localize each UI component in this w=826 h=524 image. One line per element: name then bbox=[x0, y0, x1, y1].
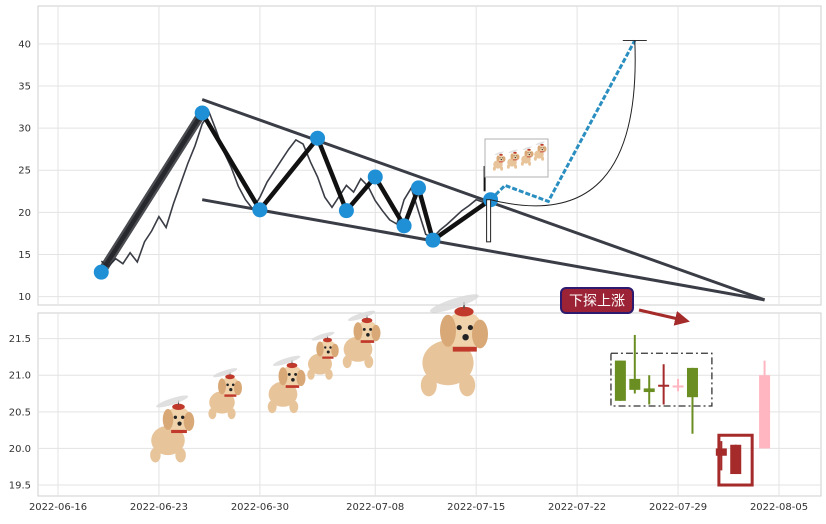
pivot-marker bbox=[411, 180, 426, 196]
pivot-marker bbox=[310, 130, 326, 146]
candle-body bbox=[672, 385, 684, 388]
annotation-arrow bbox=[638, 308, 690, 326]
candle-body bbox=[658, 384, 670, 387]
puppy-decoration-group bbox=[149, 138, 549, 463]
x-tick-label: 2022-07-08 bbox=[346, 502, 404, 513]
x-tick-label: 2022-07-29 bbox=[649, 502, 707, 513]
zigzag-line bbox=[99, 110, 492, 274]
x-tick-label: 2022-06-23 bbox=[130, 502, 188, 513]
puppy-with-propeller-hat-icon bbox=[484, 138, 549, 178]
annotation-box bbox=[560, 287, 634, 314]
pivot-marker bbox=[338, 203, 354, 219]
x-tick-label: 2022-07-22 bbox=[548, 502, 606, 513]
bottom-annotations bbox=[610, 352, 754, 487]
x-tick-label: 2022-06-30 bbox=[231, 502, 289, 513]
annotation-callout: 下探上涨 bbox=[560, 287, 690, 326]
x-tick-label: 2022-06-16 bbox=[29, 502, 87, 513]
candle-body bbox=[686, 367, 698, 398]
candle-body bbox=[715, 448, 727, 456]
signal-bar bbox=[486, 199, 492, 243]
bottom-y-axis: 19.5 20.0 20.5 21.0 21.5 bbox=[9, 334, 31, 491]
highlight-frame bbox=[717, 433, 754, 487]
price-line bbox=[100, 111, 492, 268]
top-y-tick-label: 15 bbox=[18, 250, 31, 261]
top-y-tick-label: 10 bbox=[18, 292, 31, 303]
top-y-tick-label: 20 bbox=[18, 208, 31, 219]
bottom-y-tick-label: 21.0 bbox=[9, 371, 31, 382]
projection-arc bbox=[490, 40, 636, 207]
annotation-text: 下探上涨 bbox=[569, 294, 625, 310]
candle-body bbox=[643, 388, 655, 393]
top-panel bbox=[37, 5, 822, 306]
x-axis: 2022-06-16 2022-06-23 2022-06-30 2022-07-08… bbox=[29, 502, 808, 513]
pivot-marker bbox=[93, 264, 109, 280]
candle-body bbox=[614, 360, 626, 401]
pattern-frame bbox=[610, 352, 713, 407]
candle-body bbox=[629, 378, 641, 390]
pivot-marker bbox=[252, 202, 268, 218]
bottom-y-tick-label: 21.5 bbox=[9, 334, 31, 345]
top-y-tick-label: 25 bbox=[18, 166, 31, 177]
bottom-y-tick-label: 20.5 bbox=[9, 407, 31, 418]
bottom-y-tick-label: 20.0 bbox=[9, 444, 31, 455]
top-y-tick-label: 30 bbox=[18, 124, 31, 135]
top-y-axis: 10 15 20 25 30 35 40 bbox=[18, 39, 31, 303]
projection-line bbox=[489, 39, 637, 204]
pivot-marker bbox=[396, 218, 412, 234]
top-y-tick-label: 35 bbox=[18, 82, 31, 93]
pivot-marker bbox=[194, 105, 210, 121]
pivot-marker bbox=[425, 232, 441, 248]
trendline-line bbox=[201, 198, 765, 302]
pivot-marker bbox=[367, 169, 383, 185]
candlestick-layer bbox=[614, 334, 771, 475]
zigzag-first-leg bbox=[96, 108, 207, 277]
top-y-tick-label: 40 bbox=[18, 39, 31, 50]
bottom-panel bbox=[37, 312, 822, 497]
bottom-y-tick-label: 19.5 bbox=[9, 481, 31, 492]
candle-body bbox=[730, 444, 742, 475]
x-tick-label: 2022-07-15 bbox=[447, 502, 505, 513]
candle-body bbox=[759, 375, 771, 449]
x-tick-label: 2022-08-05 bbox=[750, 502, 808, 513]
pivot-markers bbox=[93, 105, 499, 280]
